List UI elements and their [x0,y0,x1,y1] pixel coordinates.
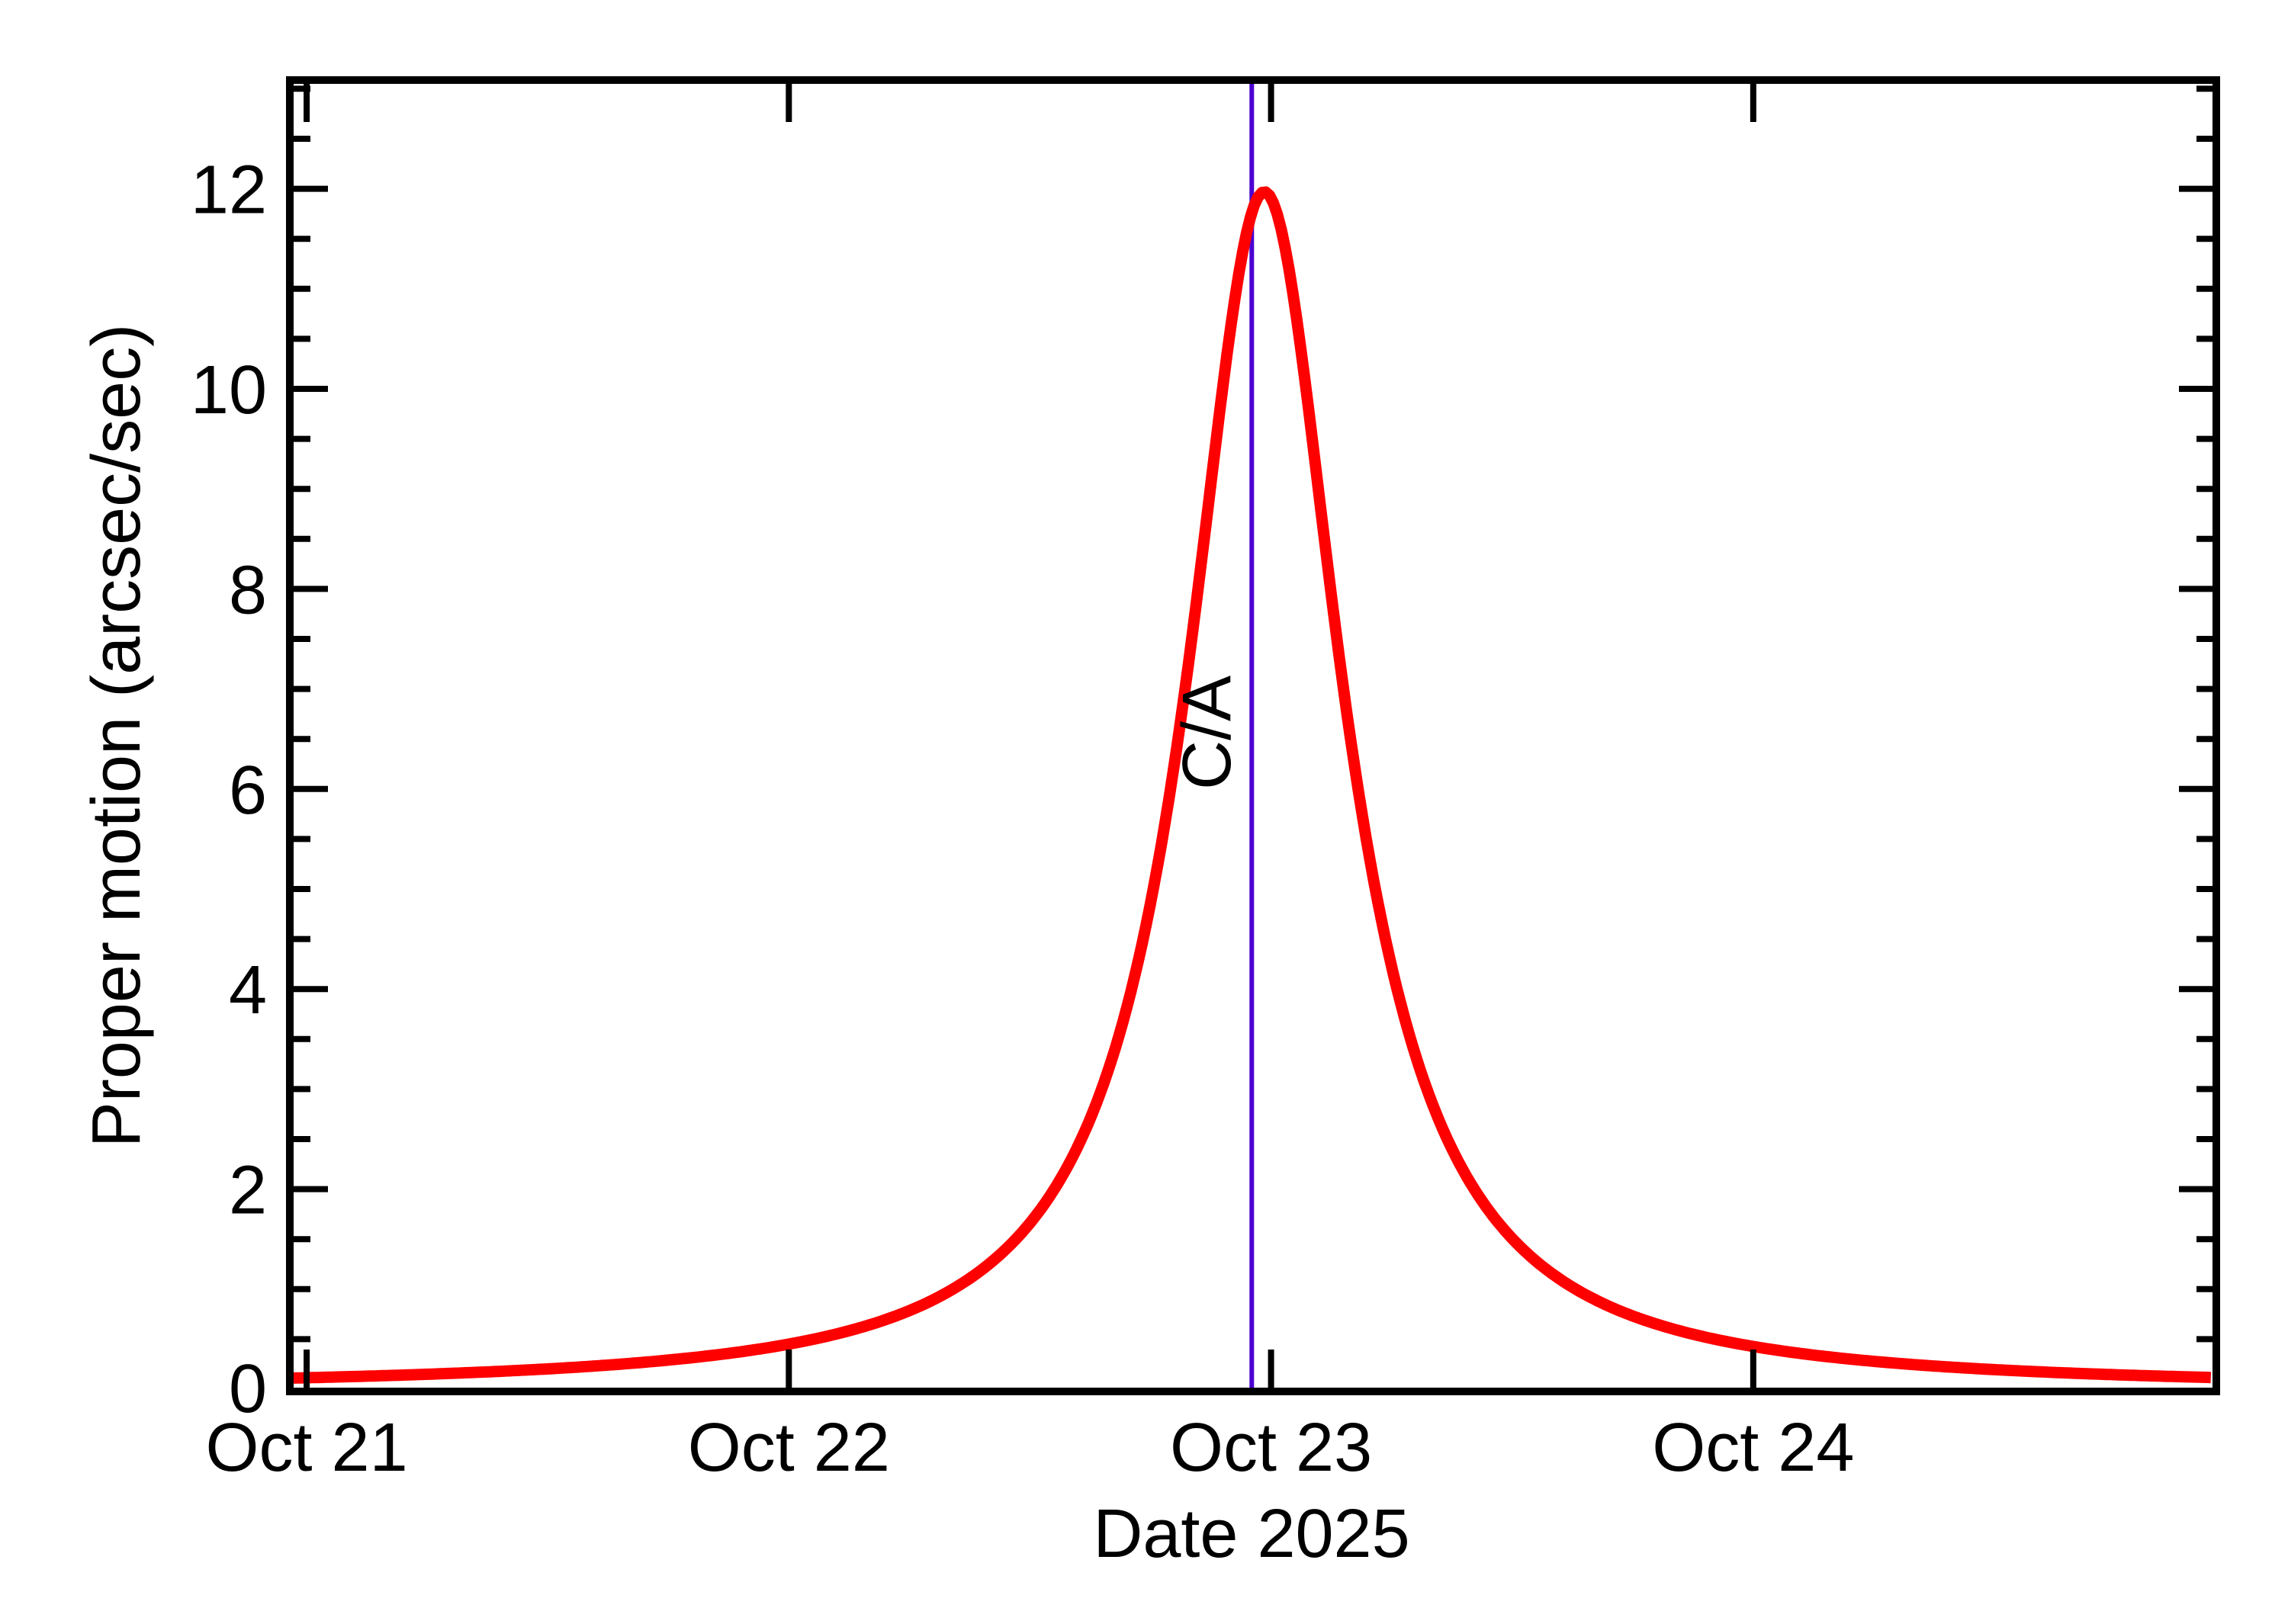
tick-labels: Oct 21 Oct 22 Oct 23 Oct 24 0 2 4 6 8 10 12 [191,152,1855,1486]
plot-frame [286,76,2220,1395]
x-tick-label: Oct 21 [206,1410,408,1486]
y-axis-title: Proper motion (arcsec/sec) [79,324,155,1147]
closest-approach-label: C/A [1169,676,1245,790]
x-axis-title: Date 2025 [1093,1496,1409,1572]
x-tick-label: Oct 23 [1170,1410,1372,1486]
proper-motion-curve [294,186,2213,1384]
axis-ticks [294,84,2213,1388]
y-tick-label: 12 [191,152,267,229]
y-tick-label: 2 [229,1153,267,1229]
y-tick-label: 6 [229,753,267,829]
x-tick-label: Oct 24 [1652,1410,1854,1486]
y-tick-label: 4 [229,952,267,1029]
y-tick-label: 0 [229,1351,267,1427]
x-tick-label: Oct 22 [688,1410,890,1486]
y-tick-label: 10 [191,352,267,428]
y-tick-label: 8 [229,552,267,628]
